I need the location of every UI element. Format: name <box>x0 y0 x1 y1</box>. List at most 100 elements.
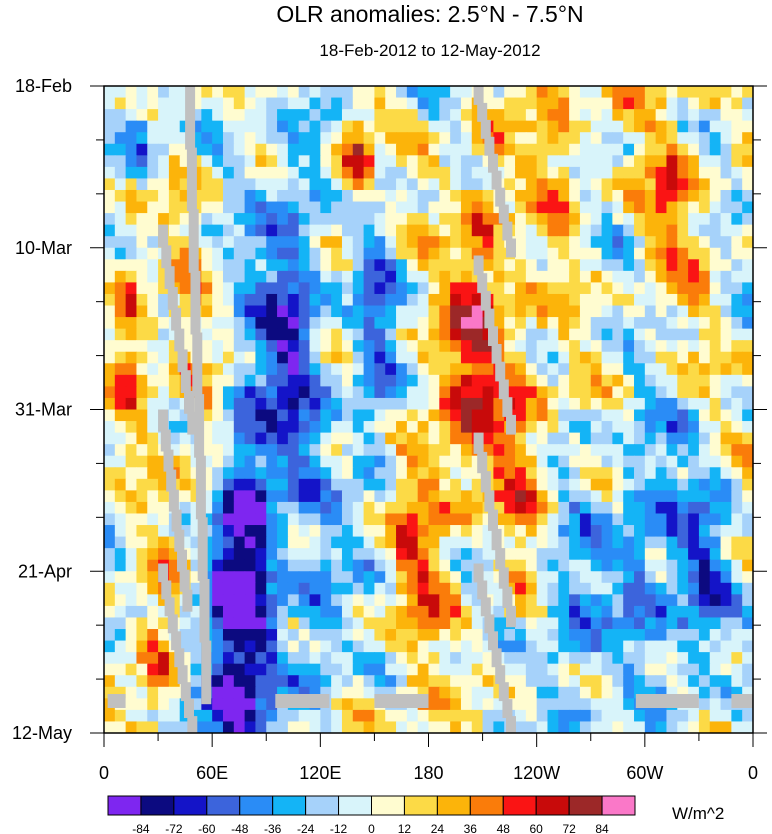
field-cell <box>136 501 148 515</box>
field-cell <box>579 721 592 733</box>
field-cell <box>114 525 127 538</box>
field-cell <box>406 721 419 733</box>
field-cell <box>222 120 235 133</box>
field-cell <box>623 721 635 733</box>
field-cell <box>460 293 473 307</box>
field-cell <box>244 617 257 630</box>
field-cell <box>266 386 278 399</box>
field-cell <box>569 328 581 341</box>
field-cell <box>201 351 213 364</box>
field-cell <box>277 686 289 699</box>
field-cell <box>666 155 678 168</box>
field-cell <box>536 675 549 688</box>
field-cell <box>255 397 267 411</box>
field-cell <box>309 224 321 237</box>
field-cell <box>515 421 527 434</box>
field-cell <box>374 213 386 226</box>
field-cell <box>698 351 711 364</box>
field-cell <box>363 386 376 399</box>
field-cell <box>406 536 419 549</box>
field-cell <box>504 559 516 572</box>
field-cell <box>623 293 635 307</box>
field-cell <box>352 120 365 133</box>
field-cell <box>666 478 678 491</box>
field-cell <box>677 605 689 619</box>
field-cell <box>385 328 397 341</box>
field-cell <box>277 363 289 376</box>
field-cell <box>558 270 570 284</box>
field-cell <box>698 675 711 688</box>
field-cell <box>709 675 722 688</box>
field-cell <box>309 213 321 226</box>
field-cell <box>287 513 300 526</box>
field-cell <box>709 236 722 249</box>
field-cell <box>179 305 192 318</box>
field-cell <box>168 374 181 387</box>
field-cell <box>244 536 257 549</box>
field-cell <box>147 351 159 364</box>
field-cell <box>168 132 181 145</box>
field-cell <box>104 686 116 699</box>
field-cell <box>698 270 711 284</box>
field-cell <box>212 109 224 122</box>
field-cell <box>709 686 722 699</box>
field-cell <box>590 721 603 733</box>
field-cell <box>569 155 581 168</box>
field-cell <box>341 721 354 733</box>
field-cell <box>147 467 159 480</box>
field-cell <box>266 109 278 122</box>
field-cell <box>720 109 732 122</box>
field-cell <box>363 247 376 260</box>
field-cell <box>385 501 397 515</box>
field-cell <box>352 698 365 711</box>
field-cell <box>504 629 516 642</box>
field-cell <box>363 675 376 688</box>
field-cell <box>309 490 321 503</box>
field-cell <box>547 409 559 422</box>
field-cell <box>720 259 732 272</box>
field-cell <box>742 548 753 561</box>
field-cell <box>688 444 700 457</box>
field-cell <box>720 686 732 699</box>
field-cell <box>709 548 722 561</box>
field-cell <box>644 213 657 226</box>
field-cell <box>579 178 592 191</box>
field-cell <box>525 709 538 723</box>
x-tick-label: 60W <box>626 763 663 783</box>
field-cell <box>266 652 278 665</box>
field-cell <box>515 282 527 295</box>
field-cell <box>601 328 613 341</box>
field-cell <box>244 189 257 203</box>
field-cell <box>147 559 159 572</box>
field-cell <box>255 582 267 595</box>
missing-data-strip <box>180 370 191 393</box>
field-cell <box>320 247 332 260</box>
field-cell <box>688 97 700 110</box>
field-cell <box>114 501 127 515</box>
field-cell <box>666 178 678 191</box>
field-cell <box>255 652 267 665</box>
field-cell <box>731 189 743 203</box>
missing-data-strip <box>484 490 495 512</box>
field-cell <box>168 444 181 457</box>
field-cell <box>742 120 753 133</box>
field-cell <box>179 629 192 642</box>
field-cell <box>688 189 700 203</box>
field-cell <box>331 317 343 330</box>
colorbar-box <box>173 795 208 816</box>
field-cell <box>460 559 473 572</box>
field-cell <box>222 490 235 503</box>
field-cell <box>212 178 224 191</box>
field-cell <box>298 617 311 630</box>
field-cell <box>190 605 202 619</box>
field-cell <box>525 120 538 133</box>
field-cell <box>385 571 397 584</box>
field-cell <box>742 132 753 145</box>
field-cell <box>428 363 440 376</box>
field-cell <box>406 478 419 491</box>
field-cell <box>352 317 365 330</box>
field-cell <box>331 559 343 572</box>
field-cell <box>666 166 678 180</box>
field-cell <box>579 617 592 630</box>
field-cell <box>720 675 732 688</box>
